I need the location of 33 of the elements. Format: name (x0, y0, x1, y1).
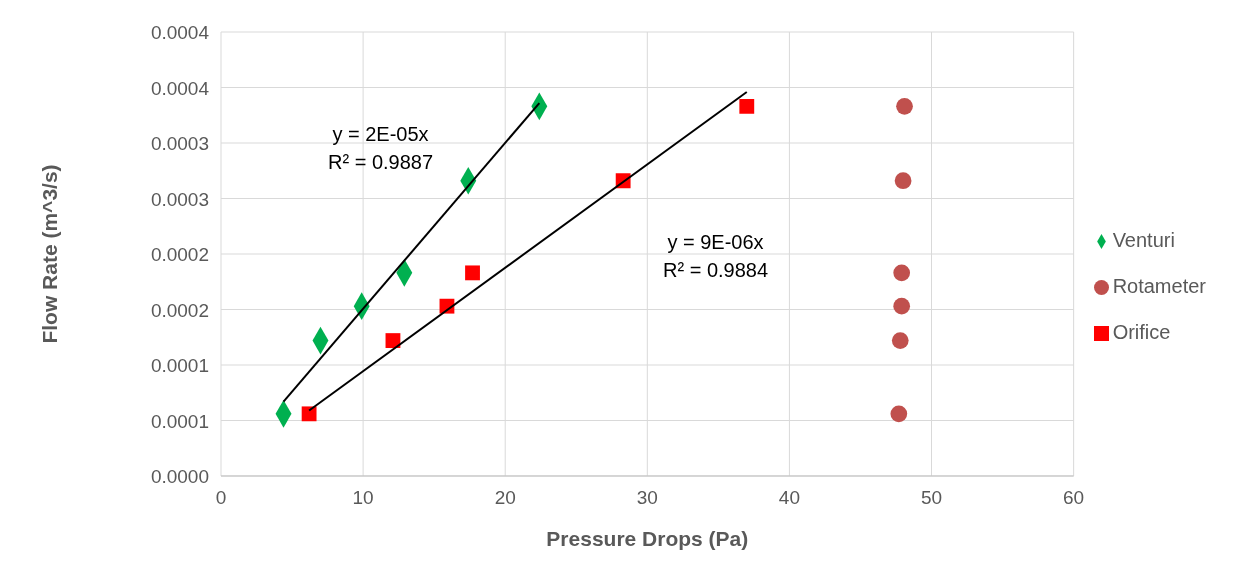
point (891, 332, 909, 349)
x-axis-title: Pressure Drops (Pa) (546, 527, 749, 550)
y-tick-label: 0.0002 (150, 299, 209, 321)
y-tick-label: 0.0001 (150, 355, 209, 376)
y-tick-label: 0.0000 (150, 466, 209, 487)
x-tick-label: 0 (215, 487, 227, 508)
point (739, 98, 755, 114)
x-tick-label: 40 (778, 487, 800, 508)
point (465, 265, 480, 281)
point (896, 98, 913, 115)
x-tick-label: 30 (636, 487, 658, 508)
point (890, 405, 908, 423)
point (893, 297, 911, 315)
point (894, 172, 912, 190)
legend-label: Venturi (1112, 228, 1175, 251)
annotation: y = 2E-05x R² = 0.9887 (328, 122, 434, 175)
x-tick-label: 10 (352, 487, 374, 508)
y-tick-label: 0.0001 (150, 410, 209, 432)
y-tick-label: 0.0003 (150, 133, 209, 154)
x-tick-label: 50 (920, 487, 943, 508)
x-tick-label: 60 (1063, 487, 1085, 508)
y-axis-title: Flow Rate (m^3/s) (38, 164, 62, 344)
x-tick-label: 20 (494, 487, 516, 508)
legend-label: Rotameter (1112, 274, 1206, 297)
y-tick-label: 0.0003 (150, 188, 209, 210)
y-tick-label: 0.0004 (150, 77, 210, 99)
legend-label: Orifice (1112, 320, 1171, 343)
point (301, 406, 317, 422)
point (893, 264, 911, 282)
point (385, 333, 401, 348)
annotation: y = 9E-06x R² = 0.9884 (663, 230, 769, 283)
y-tick-label: 0.0004 (150, 22, 210, 43)
y-tick-label: 0.0002 (150, 244, 209, 265)
